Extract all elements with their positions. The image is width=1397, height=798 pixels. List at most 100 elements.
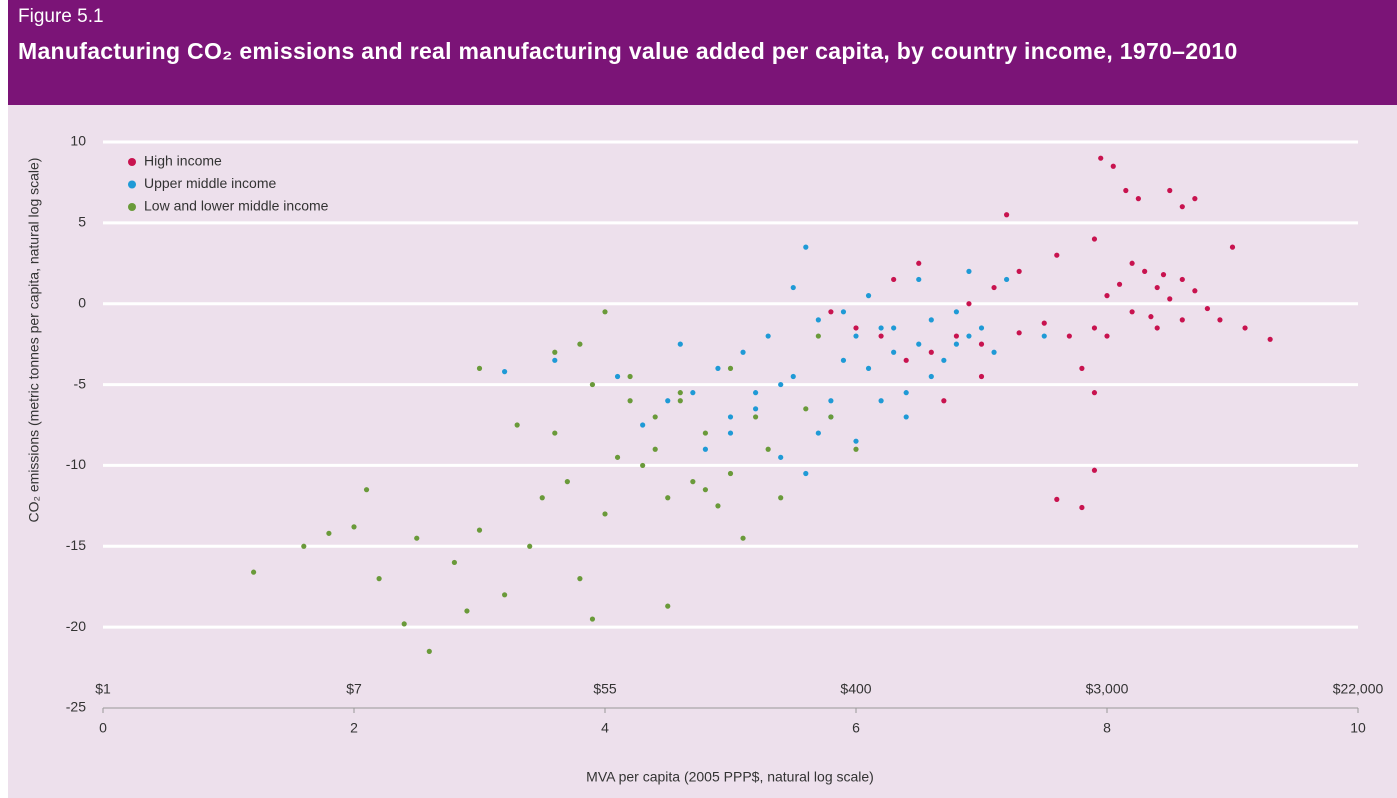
point — [627, 373, 633, 380]
point — [640, 422, 646, 428]
point — [953, 333, 960, 339]
point — [778, 454, 784, 460]
point — [953, 309, 960, 315]
point — [1091, 236, 1098, 242]
point — [665, 398, 671, 404]
series — [828, 155, 1273, 511]
point — [727, 365, 734, 371]
y-tick-label: -10 — [66, 456, 86, 472]
point — [1091, 325, 1098, 331]
point — [1016, 330, 1022, 336]
point — [891, 349, 897, 355]
point — [301, 543, 307, 549]
point — [991, 284, 997, 291]
point — [865, 293, 872, 299]
point — [401, 621, 407, 627]
point — [464, 608, 470, 614]
point — [891, 276, 897, 283]
x-dollar-label: $400 — [840, 681, 871, 697]
x-dollar-label: $1 — [95, 681, 111, 697]
point — [803, 470, 809, 477]
point — [1079, 365, 1085, 371]
x-tick-label: 4 — [601, 720, 609, 736]
point — [1004, 212, 1010, 218]
point — [652, 446, 658, 452]
point — [1110, 163, 1116, 169]
point — [928, 349, 934, 355]
point — [677, 341, 683, 347]
point — [916, 276, 922, 283]
y-tick-label: -5 — [74, 375, 87, 391]
point — [903, 414, 909, 420]
point — [1004, 276, 1010, 283]
point — [702, 446, 709, 452]
x-tick-label: 0 — [99, 720, 107, 736]
x-tick-label: 2 — [350, 720, 358, 736]
point — [652, 414, 658, 420]
point — [363, 487, 370, 493]
point — [451, 559, 457, 566]
point — [1242, 325, 1248, 331]
point — [589, 381, 596, 388]
x-dollar-label: $22,000 — [1333, 681, 1384, 697]
point — [1192, 196, 1198, 202]
y-tick-label: 0 — [78, 294, 86, 310]
point — [690, 390, 696, 396]
point — [840, 357, 847, 363]
point — [577, 576, 583, 582]
point — [476, 365, 483, 371]
point — [715, 503, 721, 509]
point — [614, 373, 621, 380]
point — [928, 373, 934, 380]
point — [1148, 314, 1154, 320]
y-tick-label: 5 — [78, 214, 86, 230]
legend-marker — [128, 180, 136, 189]
point — [577, 341, 583, 347]
x-dollar-label: $55 — [593, 681, 617, 697]
point — [753, 406, 759, 412]
y-tick-label: -20 — [66, 618, 86, 634]
point — [828, 309, 834, 315]
point — [815, 333, 821, 339]
point — [665, 495, 671, 501]
point — [1041, 320, 1047, 326]
point — [1104, 293, 1110, 299]
point — [376, 576, 382, 582]
point — [815, 430, 821, 436]
y-tick-label: -25 — [66, 699, 86, 715]
point — [928, 317, 934, 323]
point — [552, 430, 558, 436]
point — [727, 430, 734, 436]
point — [753, 390, 759, 396]
point — [1016, 268, 1022, 274]
point — [878, 398, 884, 404]
point — [640, 462, 646, 469]
x-axis-label: MVA per capita (2005 PPP$, natural log s… — [586, 769, 874, 785]
point — [978, 373, 985, 380]
x-dollar-label: $3,000 — [1086, 681, 1129, 697]
chart-title: Manufacturing CO₂ emissions and real man… — [18, 38, 1238, 64]
point — [941, 357, 947, 363]
point — [1104, 333, 1110, 339]
point — [803, 406, 809, 412]
y-tick-label: -15 — [66, 537, 86, 553]
point — [1091, 390, 1098, 396]
point — [790, 284, 796, 291]
point — [326, 530, 332, 536]
point — [1135, 196, 1141, 202]
point — [753, 414, 759, 420]
point — [966, 268, 972, 274]
point — [828, 414, 834, 420]
point — [991, 349, 997, 355]
header: Figure 5.1 Manufacturing CO₂ emissions a… — [8, 0, 1397, 105]
page: Figure 5.1 Manufacturing CO₂ emissions a… — [8, 0, 1397, 798]
point — [351, 524, 357, 530]
point — [916, 341, 922, 347]
point — [853, 446, 859, 452]
point — [740, 535, 746, 541]
legend-label: Upper middle income — [144, 175, 276, 191]
figure-label: Figure 5.1 — [18, 6, 104, 27]
point — [539, 495, 545, 501]
point — [1160, 272, 1167, 278]
point — [602, 511, 608, 517]
